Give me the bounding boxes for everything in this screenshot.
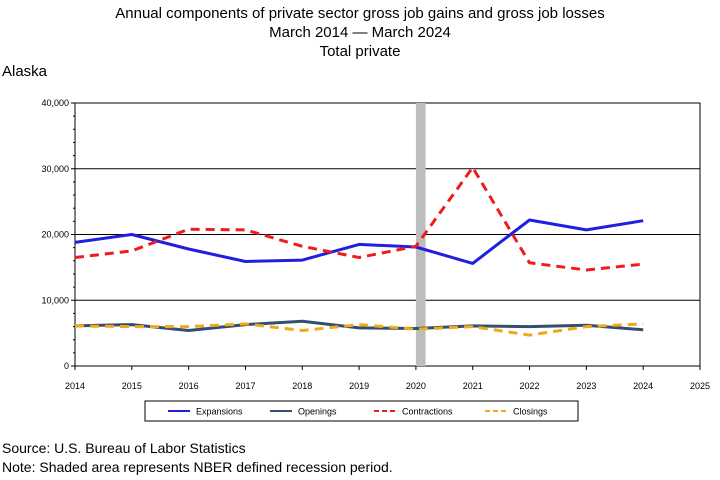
source-note: Source: U.S. Bureau of Labor Statistics xyxy=(2,440,246,456)
chart-subtitle-period: March 2014 — March 2024 xyxy=(269,24,451,41)
x-tick-label: 2022 xyxy=(520,381,540,391)
x-tick-label: 2024 xyxy=(633,381,653,391)
series-line-contractions xyxy=(74,165,644,272)
line-chart: 0 10,000 20,000 30,000 40,000 2014 2015 2016 201… xyxy=(41,98,710,422)
legend-box xyxy=(144,400,579,422)
y-tick-label: 20,000 xyxy=(41,230,69,240)
x-tick-label: 2014 xyxy=(65,381,85,391)
x-tick-label: 2023 xyxy=(576,381,596,391)
x-tick-label: 2021 xyxy=(463,381,483,391)
x-tick-label: 2016 xyxy=(179,381,199,391)
legend-label-openings: Openings xyxy=(298,407,337,417)
y-tick-label: 30,000 xyxy=(41,164,69,174)
x-tick-label: 2017 xyxy=(235,381,255,391)
y-tick-label: 0 xyxy=(64,361,69,371)
legend-label-contractions: Contractions xyxy=(402,407,453,417)
legend-label-expansions: Expansions xyxy=(196,407,243,417)
recession-note: Note: Shaded area represents NBER define… xyxy=(2,459,393,475)
series-line-expansions xyxy=(74,218,644,265)
x-tick-label: 2019 xyxy=(349,381,369,391)
chart-title: Annual components of private sector gros… xyxy=(115,5,605,22)
chart-subtitle-sector: Total private xyxy=(319,43,401,60)
x-tick-label: 2015 xyxy=(122,381,142,391)
recession-band xyxy=(415,103,426,366)
x-tick-label: 2020 xyxy=(406,381,426,391)
y-tick-label: 10,000 xyxy=(41,295,69,305)
series-line-closings xyxy=(74,322,644,337)
region-label: Alaska xyxy=(2,63,48,80)
y-tick-label: 40,000 xyxy=(41,98,69,108)
x-tick-label: 2025 xyxy=(690,381,710,391)
series-line-openings xyxy=(74,319,644,332)
legend-label-closings: Closings xyxy=(513,407,548,417)
x-tick-label: 2018 xyxy=(292,381,312,391)
